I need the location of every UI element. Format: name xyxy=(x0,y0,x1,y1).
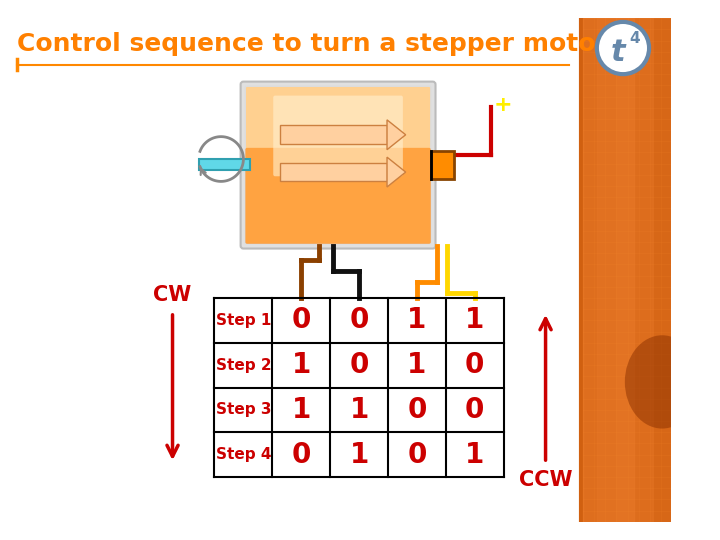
Text: Step 1: Step 1 xyxy=(216,313,271,328)
Polygon shape xyxy=(616,18,672,522)
Text: 1: 1 xyxy=(349,441,369,469)
Text: t: t xyxy=(611,38,626,67)
Text: 4: 4 xyxy=(630,31,640,46)
Text: 1: 1 xyxy=(465,306,485,334)
Polygon shape xyxy=(387,120,405,150)
FancyBboxPatch shape xyxy=(240,82,436,248)
Polygon shape xyxy=(597,18,653,522)
Text: +: + xyxy=(493,95,512,115)
Text: Control sequence to turn a stepper motor: Control sequence to turn a stepper motor xyxy=(17,32,608,56)
Text: 0: 0 xyxy=(349,306,369,334)
Text: 1: 1 xyxy=(408,351,426,379)
Text: 0: 0 xyxy=(408,441,426,469)
Text: CW: CW xyxy=(153,285,192,305)
Text: 0: 0 xyxy=(292,306,311,334)
Bar xyxy=(280,163,387,181)
Polygon shape xyxy=(583,18,634,522)
Text: 0: 0 xyxy=(465,351,485,379)
Bar xyxy=(431,151,454,179)
Text: 1: 1 xyxy=(292,351,311,379)
Text: 0: 0 xyxy=(465,396,485,424)
Text: 0: 0 xyxy=(349,351,369,379)
Text: 1: 1 xyxy=(349,396,369,424)
Bar xyxy=(280,125,387,144)
Text: 0: 0 xyxy=(292,441,311,469)
Polygon shape xyxy=(578,18,672,522)
Text: 1: 1 xyxy=(292,396,311,424)
Polygon shape xyxy=(387,157,405,187)
Polygon shape xyxy=(373,0,672,540)
Ellipse shape xyxy=(625,335,699,429)
Text: 0: 0 xyxy=(408,396,426,424)
FancyBboxPatch shape xyxy=(246,86,431,244)
Text: 1: 1 xyxy=(465,441,485,469)
Circle shape xyxy=(597,22,649,74)
Text: CCW: CCW xyxy=(519,470,572,490)
Bar xyxy=(199,159,250,170)
Text: Step 3: Step 3 xyxy=(216,402,271,417)
Text: Step 2: Step 2 xyxy=(215,357,271,373)
FancyBboxPatch shape xyxy=(274,96,403,176)
FancyBboxPatch shape xyxy=(246,148,431,244)
Text: 1: 1 xyxy=(408,306,426,334)
Text: Step 4: Step 4 xyxy=(216,447,271,462)
